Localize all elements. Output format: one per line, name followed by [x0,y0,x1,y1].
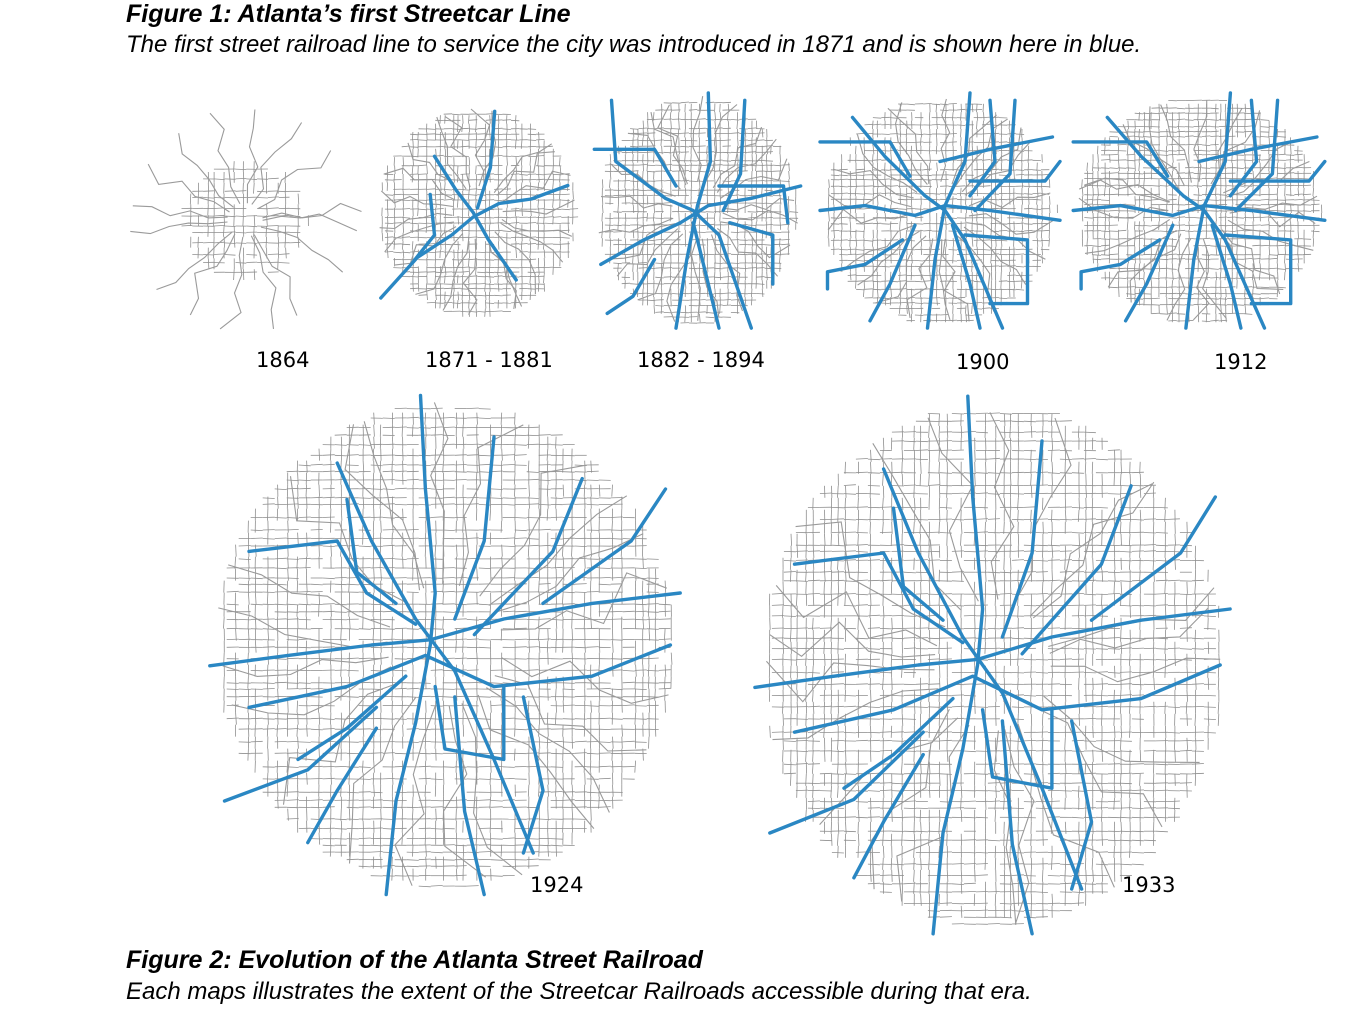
streetcar-line-2 [609,98,754,330]
streetcar-lines [208,393,682,897]
year-label-1933: 1933 [1122,873,1176,897]
streetcar-line-1 [1071,203,1327,223]
streetcar-lines [753,394,1232,936]
streetcar-lines [592,91,803,330]
streetcar-line-3 [674,91,713,330]
street-map-1933 [753,394,1232,936]
streetcar-line-7 [1210,223,1243,330]
streetcar-line-4 [881,467,1084,891]
streetcar-line-6 [472,476,584,637]
streetcar-lines [1071,91,1327,330]
street-grid [1078,99,1323,323]
figure-2-description: Each maps illustrates the extent of the … [126,978,1032,1005]
streetcar-line-12 [1228,98,1259,198]
streetcar-line-9 [728,221,775,286]
street-grid [827,98,1058,323]
street-map-1900 [818,91,1062,330]
streetcar-line-1 [818,203,1062,223]
streetcar-line-15 [852,752,925,880]
streetcar-line-3 [1184,91,1233,330]
figure-1-title: Figure 1: Atlanta’s first Streetcar Line [126,0,571,28]
streetcar-line-6 [1228,159,1327,183]
streetcar-line-9 [1223,233,1293,306]
streetcar-line-2 [850,115,1005,330]
figure-1-description: The first street railroad line to servic… [126,31,1142,58]
streetcar-line-4 [721,98,747,213]
streetcar-line-3 [925,91,972,330]
streetcar-line-8 [247,539,418,626]
streetcar-line-2 [1105,115,1267,330]
streetcar-lines [379,109,570,300]
street-map-1882-1894 [592,91,803,330]
street-grid [598,96,799,324]
streetcar-line-3 [475,109,497,210]
streetcar-line-4 [973,98,1017,213]
streetcar-line-12 [968,98,997,198]
year-label-1912: 1912 [1214,350,1268,374]
streetcar-line-7 [1089,495,1217,622]
streetcar-line-15 [306,726,379,845]
year-label-1924: 1924 [530,873,584,897]
street-grid [379,108,579,317]
figure-2-title: Figure 2: Evolution of the Atlanta Stree… [126,946,703,974]
streetcar-line-2 [247,643,673,710]
streetcar-line-11 [868,223,917,323]
year-label-1871-1881: 1871 - 1881 [425,348,553,372]
street-map-1864 [130,109,362,330]
street-map-1912 [1071,91,1327,330]
street-grid [765,412,1221,925]
street-grid [218,402,673,888]
streetcar-line-14 [1070,719,1094,891]
streetcar-line-12 [453,695,486,897]
streetcar-line-9 [963,233,1030,306]
streetcar-line-8 [792,551,965,645]
streetcar-line-14 [521,695,545,855]
streetcar-line-13 [891,506,945,622]
streetcar-line-8 [825,238,905,291]
year-label-1864: 1864 [256,348,310,372]
year-label-1900: 1900 [956,350,1010,374]
streetcar-line-9 [296,674,408,762]
streetcar-line-10 [222,705,379,803]
streetcar-line-9 [842,696,955,790]
streetcar-line-8 [605,257,657,316]
streetcar-line-10 [938,135,1055,164]
streetcar-line-2 [792,663,1222,734]
streetcar-line-3 [384,393,437,897]
streetcar-line-4 [335,461,535,855]
streetcar-line-6 [968,159,1062,183]
street-map-1871-1881 [379,108,579,317]
year-label-1882-1894: 1882 - 1894 [637,348,765,372]
streetcar-line-7 [691,221,721,330]
streetcar-lines [818,91,1062,330]
streetcar-line-5 [453,435,496,621]
streetcar-line-13 [345,497,398,606]
streetcar-line-7 [541,487,668,606]
streetcar-line-3 [931,394,985,936]
streetcar-line-10 [1197,135,1319,164]
streetcar-line-7 [950,223,982,330]
street-map-1924 [208,393,682,897]
streetcar-line-8 [1079,238,1162,291]
streetcar-line-11 [433,684,506,762]
streetcar-line-6 [717,184,790,225]
streetcar-line-11 [980,708,1054,790]
street-grid [130,109,362,330]
streetcar-line-11 [1123,223,1175,323]
streetcar-line-5 [592,147,678,188]
streetcar-line-4 [1233,98,1280,213]
streetcar-line-6 [1020,484,1133,656]
streetcar-line-2 [432,154,518,282]
streetcar-line-4 [411,192,437,264]
streetcar-line-5 [1000,439,1044,639]
streetcar-line-5 [818,140,912,178]
streetcar-line-12 [1000,719,1034,936]
streetcar-line-5 [1071,140,1170,178]
streetcar-line-10 [768,730,925,835]
